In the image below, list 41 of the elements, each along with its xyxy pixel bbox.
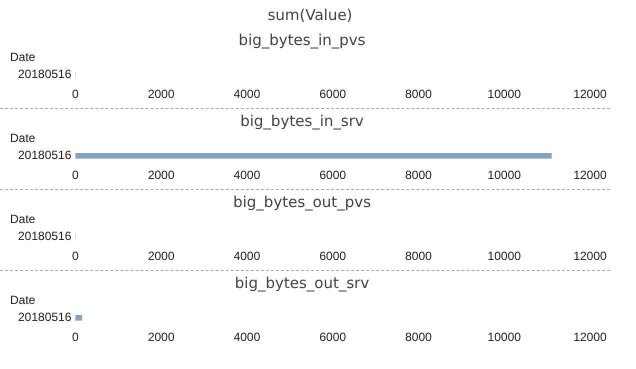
x-tick-label: 0 xyxy=(72,87,80,102)
x-tick-label: 6000 xyxy=(319,249,346,264)
x-tick-label: 8000 xyxy=(405,87,432,102)
x-tick-label: 0 xyxy=(72,330,80,344)
x-tick-label: 4000 xyxy=(234,87,261,102)
x-tick-label: 2000 xyxy=(148,168,175,182)
y-axis-title: Date xyxy=(10,293,36,307)
x-tick-label: 10000 xyxy=(488,87,522,102)
x-tick-label: 8000 xyxy=(405,249,432,264)
x-tick-label: 10000 xyxy=(488,249,522,264)
chart-title: big_bytes_out_pvs xyxy=(233,192,372,211)
chart-title: big_bytes_in_pvs xyxy=(238,30,366,49)
y-tick-label: 20180516 xyxy=(18,310,72,324)
x-tick-label: 12000 xyxy=(573,87,608,102)
x-tick-label: 4000 xyxy=(234,168,261,182)
y-tick-label: 20180516 xyxy=(18,67,72,82)
x-tick-label: 6000 xyxy=(319,168,346,182)
x-tick-label: 4000 xyxy=(234,249,261,264)
chart-title: big_bytes_in_srv xyxy=(240,112,364,130)
x-tick-label: 2000 xyxy=(148,87,175,102)
x-tick-label: 12000 xyxy=(573,330,608,344)
x-tick-label: 10000 xyxy=(488,168,522,182)
x-tick-label: 10000 xyxy=(488,330,522,344)
x-tick-label: 8000 xyxy=(405,330,432,344)
y-tick-label: 20180516 xyxy=(18,148,72,162)
y-axis-title: Date xyxy=(10,50,36,64)
x-tick-label: 12000 xyxy=(573,249,608,264)
x-tick-label: 2000 xyxy=(148,249,175,264)
x-tick-label: 2000 xyxy=(148,330,175,344)
y-tick-label: 20180516 xyxy=(18,229,72,244)
x-tick-label: 6000 xyxy=(319,330,346,344)
chart-title: big_bytes_out_srv xyxy=(234,274,370,292)
x-tick-label: 0 xyxy=(72,249,80,264)
x-tick-label: 8000 xyxy=(405,168,432,182)
x-tick-label: 4000 xyxy=(234,330,261,344)
text: sum(Value) xyxy=(266,5,354,26)
x-tick-label: 12000 xyxy=(573,168,608,182)
x-tick-label: 6000 xyxy=(319,87,346,102)
x-tick-label: 0 xyxy=(72,168,80,182)
y-axis-title: Date xyxy=(10,212,36,226)
y-axis-title: Date xyxy=(10,131,36,145)
